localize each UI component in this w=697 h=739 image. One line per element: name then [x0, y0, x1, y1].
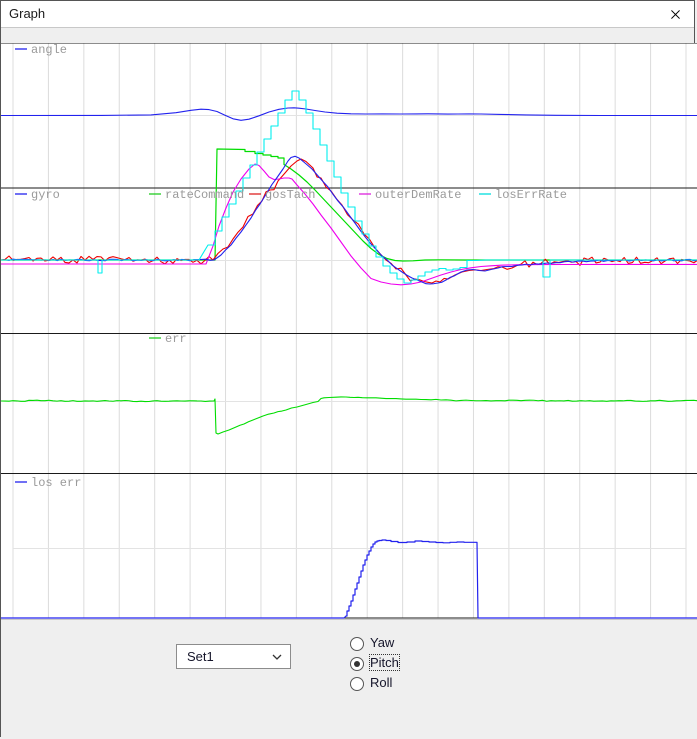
svg-text:rateCommand: rateCommand	[165, 188, 244, 202]
svg-text:gyro: gyro	[31, 188, 60, 202]
svg-text:outerDemRate: outerDemRate	[375, 188, 461, 202]
svg-text:gosTach: gosTach	[265, 188, 315, 202]
svg-text:err: err	[165, 332, 187, 346]
svg-text:angle: angle	[31, 43, 67, 57]
svg-text:losErrRate: losErrRate	[495, 188, 567, 202]
svg-text:los err: los err	[31, 476, 81, 490]
